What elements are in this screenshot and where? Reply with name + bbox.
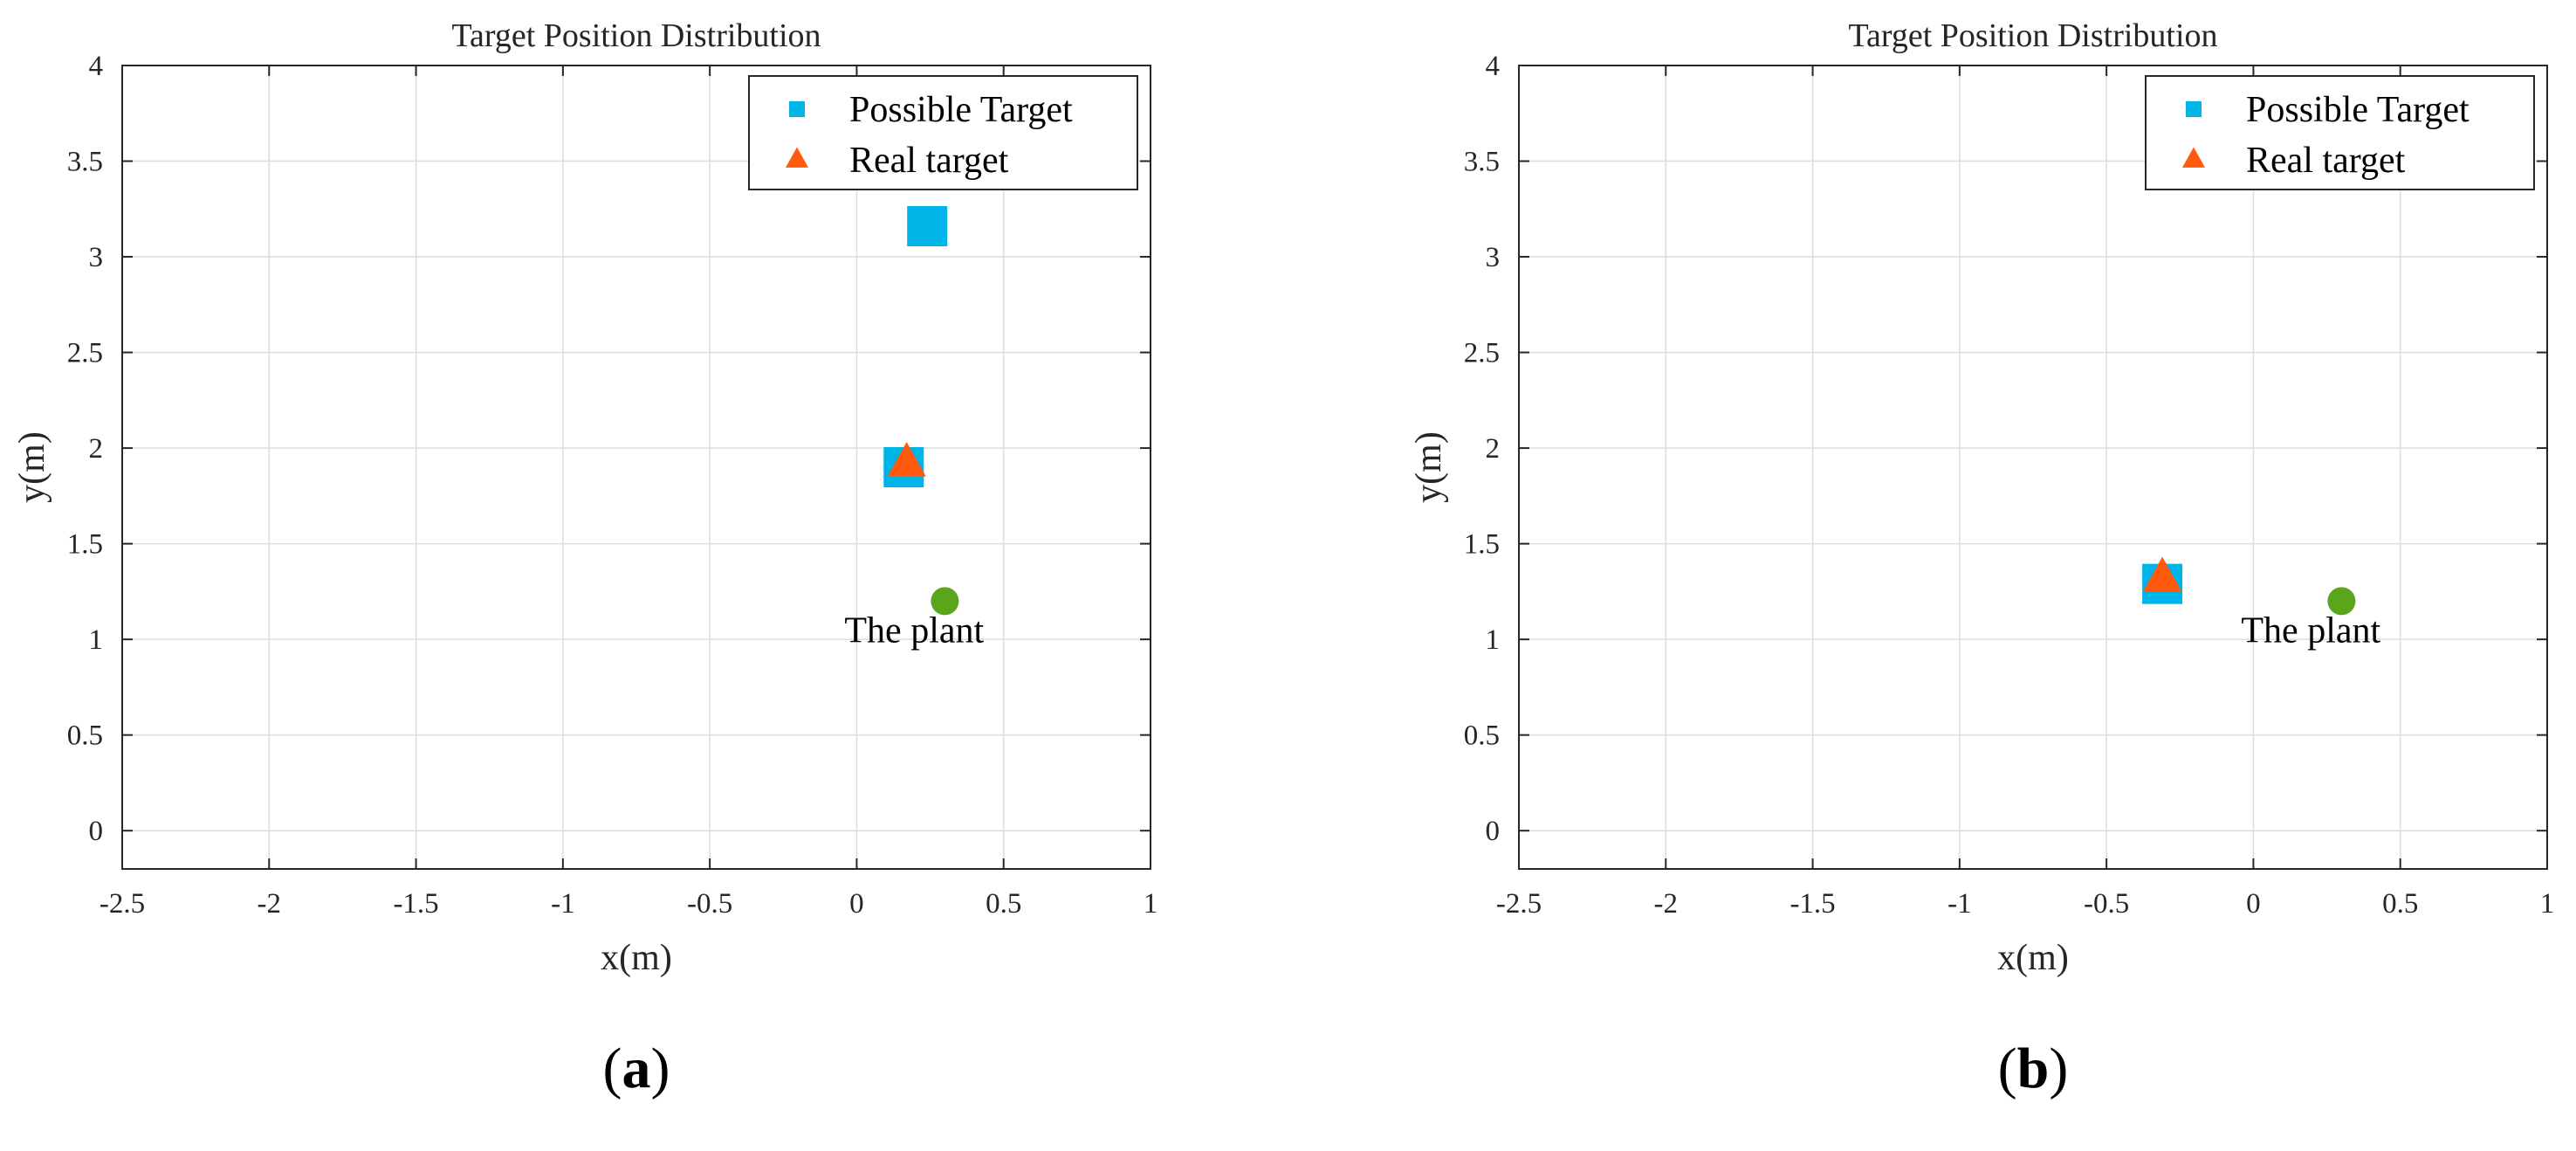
panel-label-open-paren: ( bbox=[603, 1037, 622, 1100]
panel-label: (b) bbox=[1998, 1037, 2069, 1100]
data-point-triangle bbox=[2143, 556, 2182, 592]
y-tick-label: 2 bbox=[89, 433, 104, 465]
y-tick-label: 1 bbox=[1486, 624, 1501, 656]
x-tick-label: -1.5 bbox=[393, 888, 438, 920]
legend-label: Real target bbox=[2246, 141, 2406, 181]
y-tick-label: 3 bbox=[1486, 242, 1501, 273]
y-tick-label: 0.5 bbox=[1464, 720, 1500, 752]
annotation-text: The plant bbox=[2241, 610, 2380, 651]
x-tick-label: -1 bbox=[1947, 888, 1972, 920]
x-tick-label: -1.5 bbox=[1789, 888, 1835, 920]
panel-label-close-paren: ) bbox=[2049, 1037, 2068, 1100]
panel-label-letter: a bbox=[622, 1037, 651, 1100]
y-axis-label: y(m) bbox=[1409, 431, 1449, 503]
data-point-circle bbox=[2327, 587, 2356, 616]
panel-label-open-paren: ( bbox=[1998, 1037, 2017, 1100]
data-point-square bbox=[907, 206, 948, 246]
y-tick-label: 1 bbox=[89, 624, 104, 656]
y-tick-label: 0 bbox=[1486, 816, 1501, 847]
y-tick-label: 3.5 bbox=[1464, 147, 1500, 178]
x-tick-label: -0.5 bbox=[687, 888, 732, 920]
y-tick-label: 0 bbox=[89, 816, 104, 847]
y-tick-label: 4 bbox=[89, 51, 104, 82]
y-tick-label: 1.5 bbox=[1464, 529, 1500, 561]
legend-marker-square bbox=[2186, 101, 2202, 117]
x-axis-label: x(m) bbox=[601, 938, 672, 978]
legend-marker-square bbox=[789, 101, 805, 117]
data-point-triangle bbox=[887, 442, 926, 477]
y-tick-label: 2.5 bbox=[1464, 338, 1500, 369]
y-tick-label: 2 bbox=[1486, 433, 1501, 465]
x-tick-label: -2 bbox=[1654, 888, 1679, 920]
legend-marker-triangle bbox=[786, 147, 808, 168]
x-tick-label: 1 bbox=[1144, 888, 1158, 920]
legend-label: Possible Target bbox=[2246, 90, 2470, 130]
legend-label: Real target bbox=[849, 141, 1009, 181]
x-tick-label: 1 bbox=[2540, 888, 2555, 920]
x-tick-label: -2 bbox=[258, 888, 282, 920]
y-tick-label: 3 bbox=[89, 242, 104, 273]
y-tick-label: 1.5 bbox=[67, 529, 103, 561]
y-tick-label: 4 bbox=[1486, 51, 1501, 82]
legend-label: Possible Target bbox=[849, 90, 1073, 130]
y-axis-label: y(m) bbox=[12, 431, 52, 503]
x-tick-label: 0 bbox=[2246, 888, 2261, 920]
x-tick-label: -0.5 bbox=[2084, 888, 2129, 920]
y-tick-label: 3.5 bbox=[67, 147, 103, 178]
chart-panel-a: -2.5 -2 -1.5 -1 -0.5 0 0.5 1 0 0.5 1 1.5 2 2.5 3 3.5 4 Ta… bbox=[12, 17, 1158, 1100]
axes-box bbox=[121, 65, 1151, 870]
annotation-text: The plant bbox=[844, 610, 984, 651]
x-tick-label: 0 bbox=[849, 888, 864, 920]
data-point-circle bbox=[931, 587, 959, 616]
panel-label-close-paren: ) bbox=[651, 1037, 670, 1100]
x-axis-label: x(m) bbox=[1997, 938, 2069, 978]
x-tick-label: -2.5 bbox=[1496, 888, 1542, 920]
legend-box bbox=[2145, 75, 2535, 190]
chart-title: Target Position Distribution bbox=[451, 17, 821, 54]
y-tick-label: 0.5 bbox=[67, 720, 103, 752]
x-tick-label: -1 bbox=[551, 888, 575, 920]
chart-panel-b: -2.5 -2 -1.5 -1 -0.5 0 0.5 1 0 0.5 1 1.5 2 2.5 3 3.5 4 Ta… bbox=[1409, 17, 2555, 1100]
chart-title: Target Position Distribution bbox=[1848, 17, 2217, 54]
x-tick-label: 0.5 bbox=[2382, 888, 2418, 920]
y-tick-label: 2.5 bbox=[67, 338, 103, 369]
x-tick-label: -2.5 bbox=[100, 888, 145, 920]
legend-box bbox=[748, 75, 1138, 190]
axes-box bbox=[1518, 65, 2548, 870]
panel-label-letter: b bbox=[2017, 1037, 2050, 1100]
panel-label: (a) bbox=[603, 1037, 670, 1100]
legend-marker-triangle bbox=[2182, 147, 2205, 168]
x-tick-label: 0.5 bbox=[986, 888, 1021, 920]
